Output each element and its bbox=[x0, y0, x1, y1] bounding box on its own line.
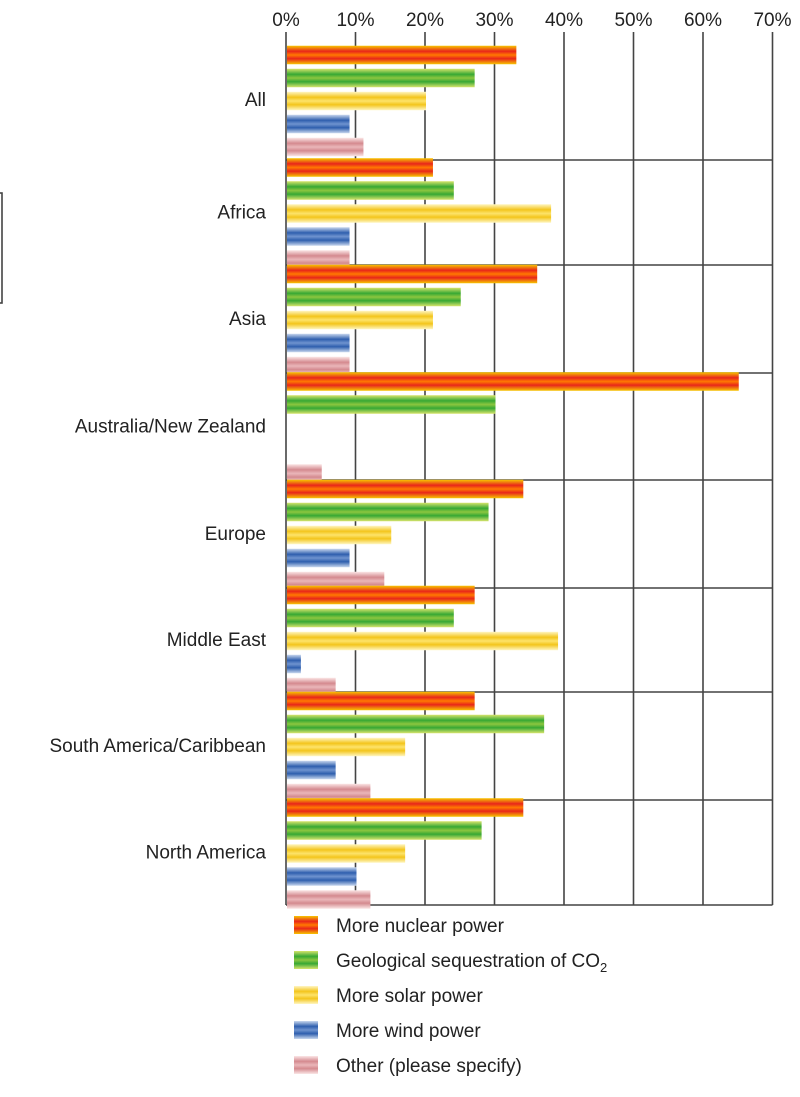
category-label-australia-new-zealand: Australia/New Zealand bbox=[75, 417, 266, 438]
category-label-africa: Africa bbox=[217, 203, 266, 224]
x-tick-label: 0% bbox=[272, 10, 300, 31]
legend-label-other-please-specify: Other (please specify) bbox=[336, 1056, 522, 1077]
bar-north-america-more-nuclear-power bbox=[287, 798, 524, 817]
legend-swatch-more-solar-power bbox=[294, 986, 318, 1004]
bar-asia-more-solar-power bbox=[287, 310, 433, 330]
legend-label-more-nuclear-power: More nuclear power bbox=[336, 916, 505, 937]
bar-south-america-caribbean-more-nuclear-power bbox=[287, 691, 475, 711]
x-tick-label: 20% bbox=[406, 10, 444, 31]
bar-europe-geological-sequestration-of-co bbox=[287, 502, 489, 522]
x-tick-label: 50% bbox=[614, 10, 652, 31]
bar-north-america-more-solar-power bbox=[287, 844, 406, 863]
bar-africa-more-solar-power bbox=[287, 204, 552, 223]
bar-all-more-nuclear-power bbox=[287, 45, 517, 65]
bar-asia-more-nuclear-power bbox=[287, 264, 538, 284]
bar-south-america-caribbean-more-solar-power bbox=[287, 737, 406, 757]
legend-label-more-solar-power: More solar power bbox=[336, 986, 483, 1007]
bar-north-america-geological-sequestration-of-co bbox=[287, 821, 482, 840]
side-bracket bbox=[0, 192, 3, 304]
bar-australia-new-zealand-geological-sequestration-of-co bbox=[287, 395, 496, 414]
category-label-middle-east: Middle East bbox=[167, 630, 267, 651]
bar-australia-new-zealand-other-please-specify bbox=[287, 464, 322, 483]
bar-asia-other-please-specify bbox=[287, 356, 350, 376]
x-tick-label: 10% bbox=[336, 10, 374, 31]
x-tick-label: 30% bbox=[475, 10, 513, 31]
bar-middle-east-more-solar-power bbox=[287, 631, 559, 651]
category-label-europe: Europe bbox=[205, 524, 266, 545]
category-labels: All Africa Asia Australia/New Zealand Europe… bbox=[49, 90, 266, 864]
bars bbox=[287, 45, 739, 909]
bar-all-geological-sequestration-of-co bbox=[287, 68, 475, 88]
bar-asia-geological-sequestration-of-co bbox=[287, 287, 461, 307]
bar-africa-other-please-specify bbox=[287, 250, 350, 269]
bar-australia-new-zealand-more-nuclear-power bbox=[287, 372, 739, 391]
bar-europe-other-please-specify bbox=[287, 571, 385, 591]
bar-europe-more-nuclear-power bbox=[287, 479, 524, 499]
bar-north-america-more-wind-power bbox=[287, 867, 357, 886]
bar-north-america-other-please-specify bbox=[287, 890, 371, 909]
bar-middle-east-geological-sequestration-of-co bbox=[287, 608, 454, 628]
bar-all-more-solar-power bbox=[287, 91, 426, 111]
bar-africa-geological-sequestration-of-co bbox=[287, 181, 454, 200]
bar-all-other-please-specify bbox=[287, 137, 364, 157]
category-label-south-america-caribbean: South America/Caribbean bbox=[49, 736, 266, 757]
bar-south-america-caribbean-more-wind-power bbox=[287, 760, 336, 780]
category-label-asia: Asia bbox=[229, 309, 266, 330]
legend-swatch-geological-sequestration-of-co bbox=[294, 951, 318, 969]
bar-europe-more-solar-power bbox=[287, 525, 392, 545]
legend-swatch-more-nuclear-power bbox=[294, 916, 318, 934]
bar-all-more-wind-power bbox=[287, 114, 350, 134]
bar-middle-east-more-wind-power bbox=[287, 654, 301, 674]
bar-south-america-caribbean-geological-sequestration-of-co bbox=[287, 714, 545, 734]
legend-label-more-wind-power: More wind power bbox=[336, 1021, 481, 1042]
bar-europe-more-wind-power bbox=[287, 548, 350, 568]
category-label-north-america: North America bbox=[146, 843, 267, 864]
legend-swatch-other-please-specify bbox=[294, 1056, 318, 1074]
bar-middle-east-more-nuclear-power bbox=[287, 585, 475, 605]
legend-swatch-more-wind-power bbox=[294, 1021, 318, 1039]
x-tick-label: 60% bbox=[684, 10, 722, 31]
bar-africa-more-wind-power bbox=[287, 227, 350, 246]
x-tick-label: 70% bbox=[753, 10, 791, 31]
bar-south-america-caribbean-other-please-specify bbox=[287, 783, 371, 803]
bar-middle-east-other-please-specify bbox=[287, 677, 336, 697]
legend: More nuclear power Geological sequestrati… bbox=[294, 916, 607, 1077]
category-label-all: All bbox=[245, 90, 266, 111]
bar-africa-more-nuclear-power bbox=[287, 158, 433, 177]
legend-label-geological-sequestration-of-co: Geological sequestration of CO2 bbox=[336, 951, 607, 975]
x-tick-label: 40% bbox=[545, 10, 583, 31]
bar-asia-more-wind-power bbox=[287, 333, 350, 353]
